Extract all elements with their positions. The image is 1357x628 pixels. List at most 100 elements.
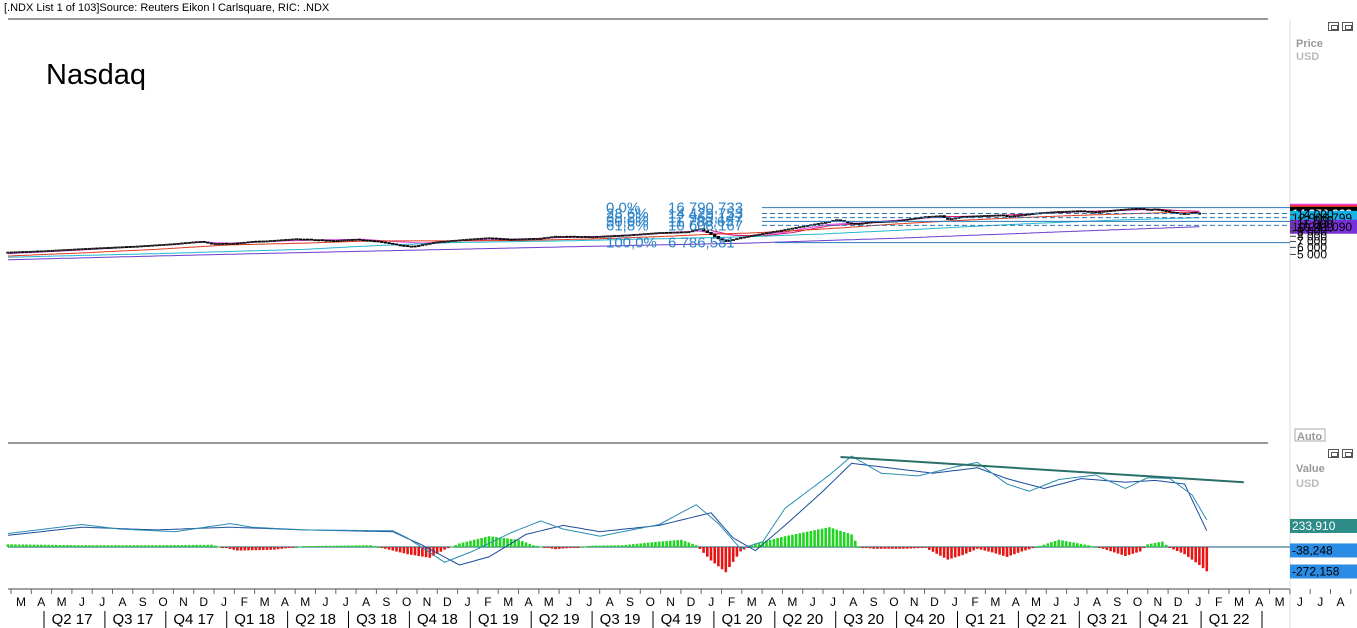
candle-body	[524, 238, 528, 241]
macd-histogram-bar	[665, 541, 668, 547]
candle-body	[39, 250, 43, 253]
macd-histogram-bar	[1094, 547, 1098, 548]
candle-body	[439, 241, 443, 244]
candle-body	[187, 241, 191, 244]
macd-histogram-bar	[317, 545, 321, 547]
candle-body	[476, 238, 480, 240]
macd-histogram-bar	[280, 547, 284, 549]
candle-body	[1190, 212, 1194, 214]
panel-window-icon[interactable]	[1328, 449, 1339, 458]
candle-body	[927, 216, 931, 218]
candle-body	[320, 239, 325, 242]
macd-histogram-bar	[987, 547, 990, 552]
macd-histogram-bar	[913, 547, 916, 549]
macd-histogram-bar	[595, 545, 598, 547]
candle-body	[579, 236, 584, 239]
candle-body	[368, 239, 373, 242]
macd-histogram-bar	[77, 545, 80, 547]
fib-level-percent: 0,0%	[606, 200, 640, 217]
macd-histogram-bar	[676, 540, 679, 547]
macd-histogram-bar	[40, 544, 43, 547]
macd-histogram-bar	[669, 540, 672, 547]
macd-histogram-bar	[128, 545, 132, 547]
month-label: F	[1215, 595, 1222, 609]
candle-body	[54, 249, 58, 252]
macd-histogram-bar	[994, 547, 998, 554]
macd-histogram-bar	[273, 547, 276, 550]
macd-histogram-bar	[813, 530, 816, 547]
macd-histogram-bar	[754, 543, 757, 547]
candle-body	[502, 238, 506, 241]
month-label: A	[1336, 595, 1344, 609]
macd-histogram-bar	[535, 545, 539, 547]
price-tick-label: 10 000	[1297, 221, 1334, 235]
candle-body	[335, 240, 339, 242]
candle-body	[84, 248, 88, 250]
macd-histogram-bar	[6, 544, 10, 547]
macd-histogram-bar	[809, 530, 813, 547]
macd-histogram-bar	[1201, 547, 1205, 569]
candle-body	[861, 222, 865, 225]
quarter-label: Q1 18	[234, 611, 275, 628]
price-axis-unit: USD	[1296, 51, 1319, 63]
candle-body	[1145, 208, 1150, 211]
quarter-label: Q4 20	[904, 611, 945, 628]
macd-histogram-bar	[14, 544, 17, 547]
macd-histogram-bar	[151, 545, 154, 547]
macd-histogram-bar	[550, 547, 554, 549]
candle-body	[983, 215, 987, 217]
candle-body	[490, 237, 495, 240]
candle-body	[257, 240, 262, 243]
candle-body	[1094, 211, 1098, 214]
candle-body	[450, 240, 454, 243]
fib-level-value: 14 429,753	[668, 206, 743, 223]
macd-histogram-bar	[831, 528, 835, 547]
candle-body	[80, 248, 84, 251]
macd-histogram-bar	[1150, 543, 1153, 547]
macd-histogram-bar	[88, 545, 91, 547]
macd-histogram-bar	[839, 530, 842, 547]
candle-body	[402, 244, 406, 247]
panel-window-icon[interactable]	[1328, 22, 1339, 31]
candle-body	[557, 235, 561, 238]
candle-body	[1108, 210, 1113, 212]
panel-window-icon[interactable]	[1342, 22, 1353, 31]
ma-purple-line	[7, 226, 1200, 261]
macd-histogram-bar	[1013, 547, 1016, 555]
macd-histogram-bar	[421, 547, 424, 557]
macd-histogram-bar	[1079, 543, 1083, 547]
macd-histogram-bar	[1190, 547, 1194, 560]
macd-histogram-bar	[543, 547, 546, 548]
candle-body	[550, 236, 554, 239]
candle-body	[1053, 211, 1057, 214]
panel-window-icon[interactable]	[1342, 449, 1353, 458]
candle-body	[231, 242, 236, 245]
candle-body	[853, 222, 857, 225]
macd-histogram-bar	[965, 547, 968, 554]
candle-body	[713, 233, 717, 237]
candle-body	[576, 236, 580, 238]
candle-body	[302, 238, 306, 241]
macd-histogram-bar	[702, 547, 705, 553]
month-label: M	[57, 595, 67, 609]
macd-histogram-bar	[95, 545, 99, 547]
auto-scale-button[interactable]: Auto	[1294, 428, 1326, 443]
candle-body	[520, 238, 524, 241]
month-label: M	[16, 595, 26, 609]
macd-line	[7, 455, 1208, 563]
macd-histogram-bar	[28, 544, 32, 547]
candle-body	[172, 243, 177, 246]
macd-histogram-bar	[176, 545, 180, 547]
macd-histogram-bar	[587, 546, 591, 548]
macd-histogram-bar	[1187, 547, 1190, 557]
candle-body	[154, 244, 158, 247]
month-label: J	[1317, 595, 1323, 609]
candle-body	[935, 215, 939, 218]
macd-histogram-bar	[768, 539, 772, 547]
macd-histogram-bar	[469, 540, 472, 547]
macd-histogram-bar	[239, 547, 243, 551]
macd-histogram-bar	[521, 541, 524, 547]
macd-histogram-bar	[47, 544, 50, 547]
macd-histogram-bar	[136, 545, 139, 547]
candle-body	[239, 242, 243, 245]
